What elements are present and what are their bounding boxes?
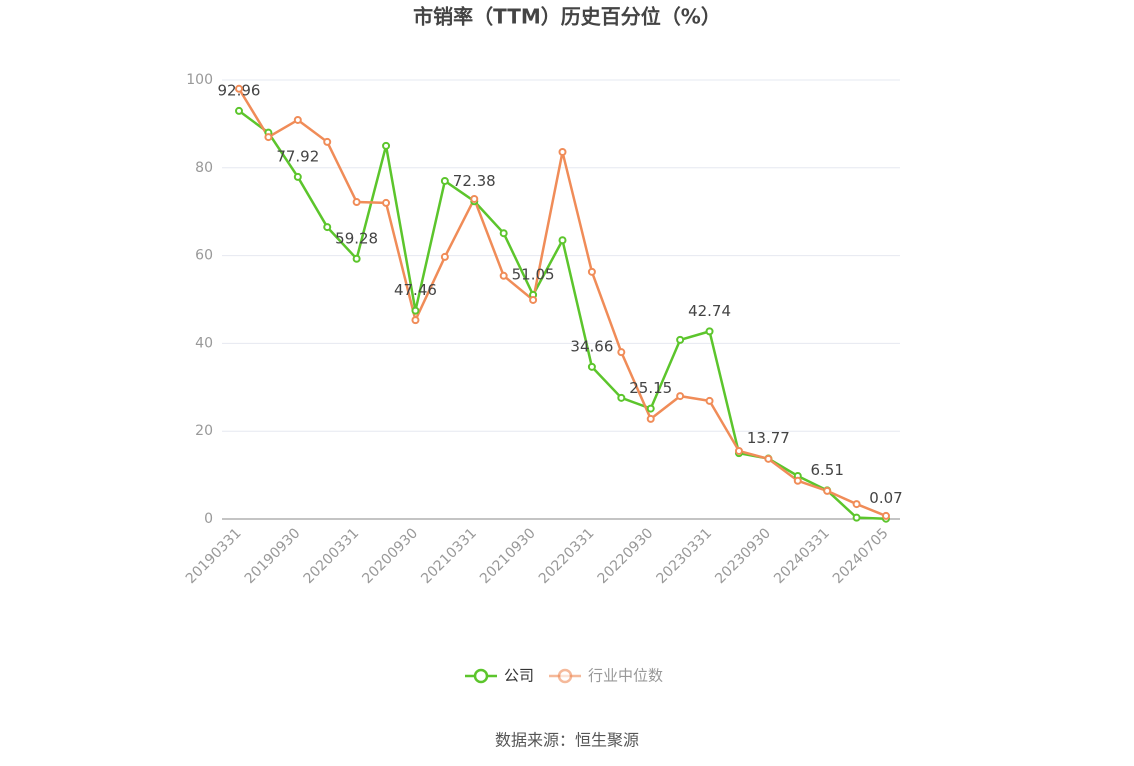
- data-point: [411, 316, 420, 325]
- legend-item: 公司: [465, 667, 534, 685]
- data-point: [440, 176, 449, 185]
- x-tick-label: 20190930: [242, 525, 304, 587]
- series-line: [238, 109, 887, 520]
- data-point: [646, 414, 655, 423]
- data-point: [646, 404, 655, 413]
- data-point: [499, 229, 508, 238]
- data-point: [705, 327, 714, 336]
- data-point: [852, 513, 861, 522]
- data-point: [529, 295, 538, 304]
- x-tick-label: 20220930: [595, 525, 657, 587]
- data-point: [734, 446, 743, 455]
- data-point: [882, 511, 890, 520]
- legend-label: 行业中位数: [588, 667, 663, 685]
- data-point: [852, 500, 861, 509]
- data-point: [823, 486, 832, 495]
- y-tick-label: 60: [195, 248, 213, 264]
- data-label: 34.66: [570, 337, 613, 355]
- x-tick-label: 20200930: [359, 525, 421, 587]
- data-point: [617, 348, 626, 357]
- data-label: 59.28: [335, 229, 378, 247]
- data-point: [676, 335, 685, 344]
- y-tick-label: 80: [195, 160, 213, 176]
- x-tick-label: 20210331: [418, 525, 480, 587]
- y-tick-label: 40: [195, 335, 213, 351]
- data-point: [264, 133, 273, 142]
- data-point: [235, 106, 243, 115]
- x-tick-label: 20240331: [771, 525, 833, 587]
- data-label: 72.38: [453, 172, 496, 190]
- data-point: [352, 198, 361, 207]
- data-point: [323, 137, 332, 146]
- legend-marker: [557, 668, 573, 684]
- data-point: [382, 141, 391, 150]
- data-point: [558, 147, 567, 156]
- data-label: 51.05: [512, 265, 555, 283]
- data-label: 77.92: [276, 147, 319, 165]
- data-point: [587, 362, 596, 371]
- data-point: [293, 115, 302, 124]
- legend-label: 公司: [504, 667, 534, 685]
- legend-item: 行业中位数: [549, 667, 663, 685]
- data-point: [793, 476, 802, 485]
- data-point: [558, 236, 567, 245]
- data-label: 13.77: [747, 429, 790, 447]
- data-label: 42.74: [688, 302, 731, 320]
- data-point: [440, 252, 449, 261]
- x-tick-label: 20230331: [653, 525, 715, 587]
- data-point: [587, 267, 596, 276]
- x-tick-label: 20220331: [536, 525, 598, 587]
- data-label: 25.15: [629, 379, 672, 397]
- chart-title: 市销率（TTM）历史百分位（%）: [413, 5, 721, 29]
- x-tick-label: 20230930: [712, 525, 774, 587]
- y-tick-label: 20: [195, 423, 213, 439]
- data-point: [499, 271, 508, 280]
- data-label: 47.46: [394, 281, 437, 299]
- legend-marker: [473, 668, 489, 684]
- data-point: [764, 454, 773, 463]
- data-point: [235, 84, 243, 93]
- y-tick-label: 0: [204, 511, 213, 527]
- data-point: [323, 223, 332, 232]
- x-tick-label: 20210930: [477, 525, 539, 587]
- source-note: 数据来源：恒生聚源: [495, 731, 639, 750]
- data-label: 0.07: [869, 489, 902, 507]
- data-point: [352, 254, 361, 263]
- data-point: [470, 194, 479, 203]
- data-point: [617, 393, 626, 402]
- x-tick-label: 20240705: [830, 525, 892, 587]
- y-tick-label: 100: [186, 72, 213, 88]
- x-tick-label: 20190331: [183, 525, 245, 587]
- data-label: 6.51: [810, 461, 843, 479]
- data-point: [705, 396, 714, 405]
- data-point: [411, 306, 420, 315]
- data-point: [293, 172, 302, 181]
- x-tick-label: 20200331: [301, 525, 363, 587]
- data-point: [382, 198, 391, 207]
- data-point: [676, 392, 685, 401]
